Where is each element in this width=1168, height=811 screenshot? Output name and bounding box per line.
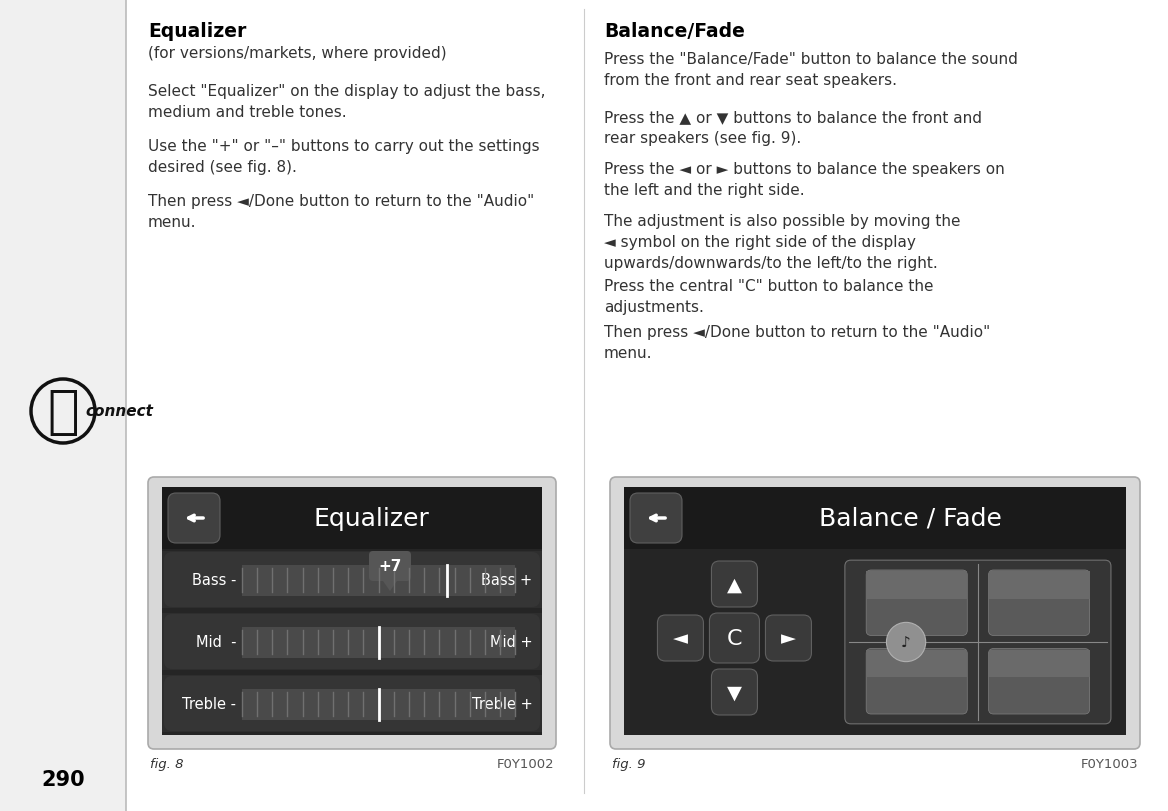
FancyBboxPatch shape (765, 616, 812, 661)
Text: C: C (726, 629, 742, 648)
Text: Equalizer: Equalizer (313, 506, 429, 530)
Text: +7: +7 (378, 559, 402, 574)
Bar (242, 627, 515, 658)
Text: (for versions/markets, where provided): (for versions/markets, where provided) (148, 46, 446, 61)
FancyBboxPatch shape (658, 616, 703, 661)
Text: Balance / Fade: Balance / Fade (819, 506, 1002, 530)
Text: Select "Equalizer" on the display to adjust the bass,
medium and treble tones.: Select "Equalizer" on the display to adj… (148, 84, 545, 120)
Text: fig. 8: fig. 8 (150, 757, 183, 770)
Text: Press the ▲ or ▼ buttons to balance the front and
rear speakers (see fig. 9).: Press the ▲ or ▼ buttons to balance the … (604, 109, 982, 146)
Bar (867, 572, 967, 599)
Text: Press the central "C" button to balance the
adjustments.: Press the central "C" button to balance … (604, 279, 933, 315)
Text: connect: connect (85, 404, 153, 419)
Text: Treble +: Treble + (472, 697, 533, 711)
Bar (242, 564, 515, 596)
Bar (988, 650, 1090, 677)
Bar (624, 487, 1126, 735)
Text: The adjustment is also possible by moving the
◄ symbol on the right side of the : The adjustment is also possible by movin… (604, 214, 960, 271)
Text: ▲: ▲ (726, 575, 742, 594)
Text: ▼: ▼ (726, 683, 742, 702)
Text: Treble -: Treble - (182, 697, 236, 711)
Text: Mid  -: Mid - (195, 635, 236, 650)
FancyBboxPatch shape (164, 552, 540, 607)
FancyBboxPatch shape (164, 614, 540, 669)
FancyBboxPatch shape (709, 613, 759, 663)
Text: Equalizer: Equalizer (148, 22, 246, 41)
FancyBboxPatch shape (867, 570, 967, 636)
Bar (162, 487, 542, 549)
Text: ♪: ♪ (902, 635, 911, 650)
Bar (891, 573, 941, 582)
Text: fig. 9: fig. 9 (612, 757, 646, 770)
FancyBboxPatch shape (711, 561, 757, 607)
Bar (891, 650, 941, 660)
Text: Use the "+" or "–" buttons to carry out the settings
desired (see fig. 8).: Use the "+" or "–" buttons to carry out … (148, 139, 540, 175)
FancyBboxPatch shape (867, 649, 967, 714)
Bar (162, 551, 542, 608)
FancyBboxPatch shape (711, 669, 757, 715)
Bar (162, 487, 542, 735)
Text: F0Y1002: F0Y1002 (496, 757, 554, 770)
Text: Bass +: Bass + (481, 573, 533, 588)
Bar (867, 650, 967, 677)
Bar (162, 676, 542, 732)
Text: Mid +: Mid + (489, 635, 533, 650)
Text: Press the ◄ or ► buttons to balance the speakers on
the left and the right side.: Press the ◄ or ► buttons to balance the … (604, 162, 1004, 198)
Polygon shape (383, 581, 397, 591)
Bar (624, 487, 1126, 549)
FancyBboxPatch shape (844, 560, 1111, 724)
Text: ◄: ◄ (673, 629, 688, 648)
FancyBboxPatch shape (630, 493, 682, 543)
FancyBboxPatch shape (610, 478, 1140, 749)
Text: ►: ► (781, 629, 795, 648)
FancyBboxPatch shape (988, 649, 1090, 714)
Text: 290: 290 (41, 769, 85, 789)
Text: Ⓤ: Ⓤ (47, 385, 78, 437)
Text: Balance/Fade: Balance/Fade (604, 22, 745, 41)
FancyBboxPatch shape (168, 493, 220, 543)
Bar (0, 0, 126, 811)
FancyBboxPatch shape (369, 551, 411, 581)
Bar (242, 689, 515, 719)
FancyBboxPatch shape (148, 478, 556, 749)
Bar (1014, 650, 1064, 660)
Bar (1014, 573, 1064, 582)
Circle shape (887, 623, 926, 662)
Text: Bass -: Bass - (192, 573, 236, 588)
Text: Press the "Balance/Fade" button to balance the sound
from the front and rear sea: Press the "Balance/Fade" button to balan… (604, 52, 1017, 88)
FancyBboxPatch shape (164, 676, 540, 731)
FancyBboxPatch shape (988, 570, 1090, 636)
Bar (162, 613, 542, 670)
Text: Then press ◄/Done button to return to the "Audio"
menu.: Then press ◄/Done button to return to th… (604, 324, 990, 361)
Text: Then press ◄/Done button to return to the "Audio"
menu.: Then press ◄/Done button to return to th… (148, 194, 534, 230)
Bar (988, 572, 1090, 599)
Text: F0Y1003: F0Y1003 (1080, 757, 1138, 770)
